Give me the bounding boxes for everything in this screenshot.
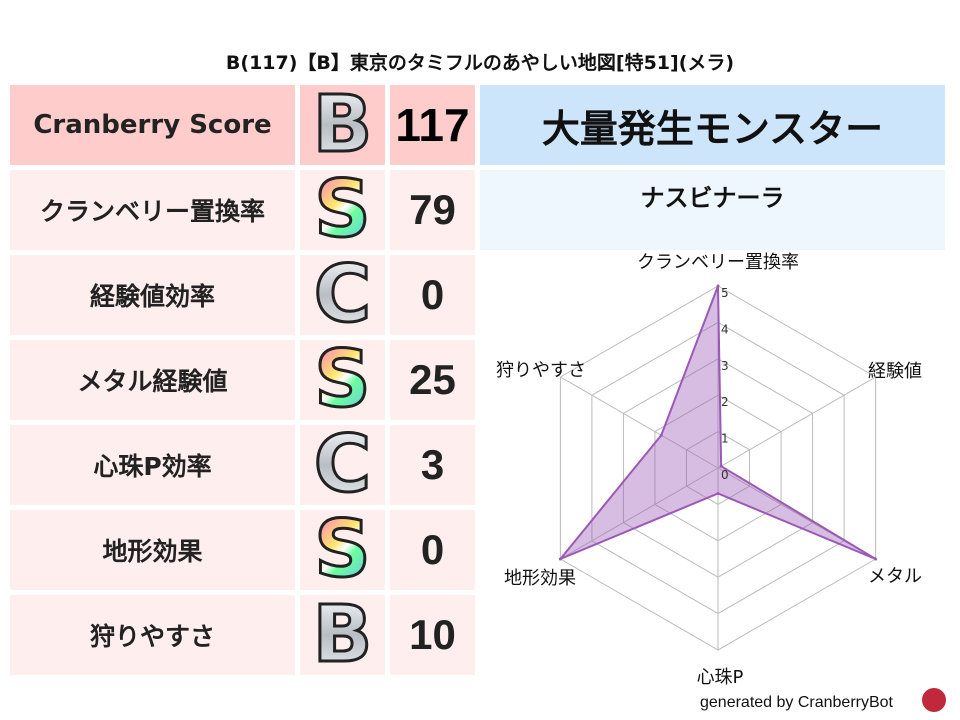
page-title: B(117)【B】東京のタミフルのあやしい地図[特51](メラ) xyxy=(225,52,735,74)
metric-grade: C xyxy=(300,255,385,335)
metric-value: 0 xyxy=(390,510,475,590)
monster-name: ナスビナーラ xyxy=(480,170,945,250)
data-point xyxy=(659,433,663,437)
cranberry-bot-icon xyxy=(922,688,946,712)
tick-label: 5 xyxy=(721,286,729,300)
grade-badge: S xyxy=(313,340,372,420)
axis-label: 地形効果 xyxy=(504,568,576,589)
data-point xyxy=(716,491,720,495)
grade-badge: B xyxy=(311,85,373,165)
grade-badge: B xyxy=(311,595,373,675)
grade-badge: C xyxy=(312,255,372,335)
axis-label: クランベリー置換率 xyxy=(637,252,799,273)
grid-spoke xyxy=(560,467,719,560)
tick-label: 2 xyxy=(721,395,729,409)
metric-grade: S xyxy=(300,340,385,420)
score-label: Cranberry Score xyxy=(10,85,295,165)
metric-label: 経験値効率 xyxy=(10,255,295,335)
axis-label: 狩りやすさ xyxy=(496,360,586,381)
footer-credit: generated by CranberryBot xyxy=(700,694,893,711)
data-point xyxy=(558,557,562,561)
metric-label: メタル経験値 xyxy=(10,340,295,420)
score-grade: B xyxy=(300,85,385,165)
metric-label: 地形効果 xyxy=(10,510,295,590)
metric-label: 心珠P効率 xyxy=(10,425,295,505)
grid-spoke xyxy=(560,376,719,469)
metric-grade: C xyxy=(300,425,385,505)
tick-label: 4 xyxy=(721,322,729,336)
axis-label: メタル xyxy=(868,566,922,587)
data-point xyxy=(719,464,723,468)
tick-label: 3 xyxy=(721,359,729,373)
grid-spoke xyxy=(717,376,876,469)
metric-value: 3 xyxy=(390,425,475,505)
metric-value: 10 xyxy=(390,595,475,675)
metric-label: 狩りやすさ xyxy=(10,595,295,675)
axis-label: 心珠P xyxy=(697,667,744,688)
grade-badge: S xyxy=(313,510,372,590)
metric-value: 25 xyxy=(390,340,475,420)
data-point xyxy=(874,557,878,561)
metric-value: 79 xyxy=(390,170,475,250)
metric-grade: B xyxy=(300,595,385,675)
metric-value: 0 xyxy=(390,255,475,335)
metric-grade: S xyxy=(300,170,385,250)
data-point xyxy=(716,284,720,288)
metric-label: クランベリー置換率 xyxy=(10,170,295,250)
metric-grade: S xyxy=(300,510,385,590)
tick-label: 1 xyxy=(721,432,729,446)
grade-badge: C xyxy=(312,425,372,505)
grade-badge: S xyxy=(313,170,372,250)
score-value: 117 xyxy=(390,85,475,165)
axis-label: 経験値 xyxy=(868,361,922,382)
event-monster-header: 大量発生モンスター xyxy=(480,85,945,165)
tick-label: 0 xyxy=(721,468,729,482)
